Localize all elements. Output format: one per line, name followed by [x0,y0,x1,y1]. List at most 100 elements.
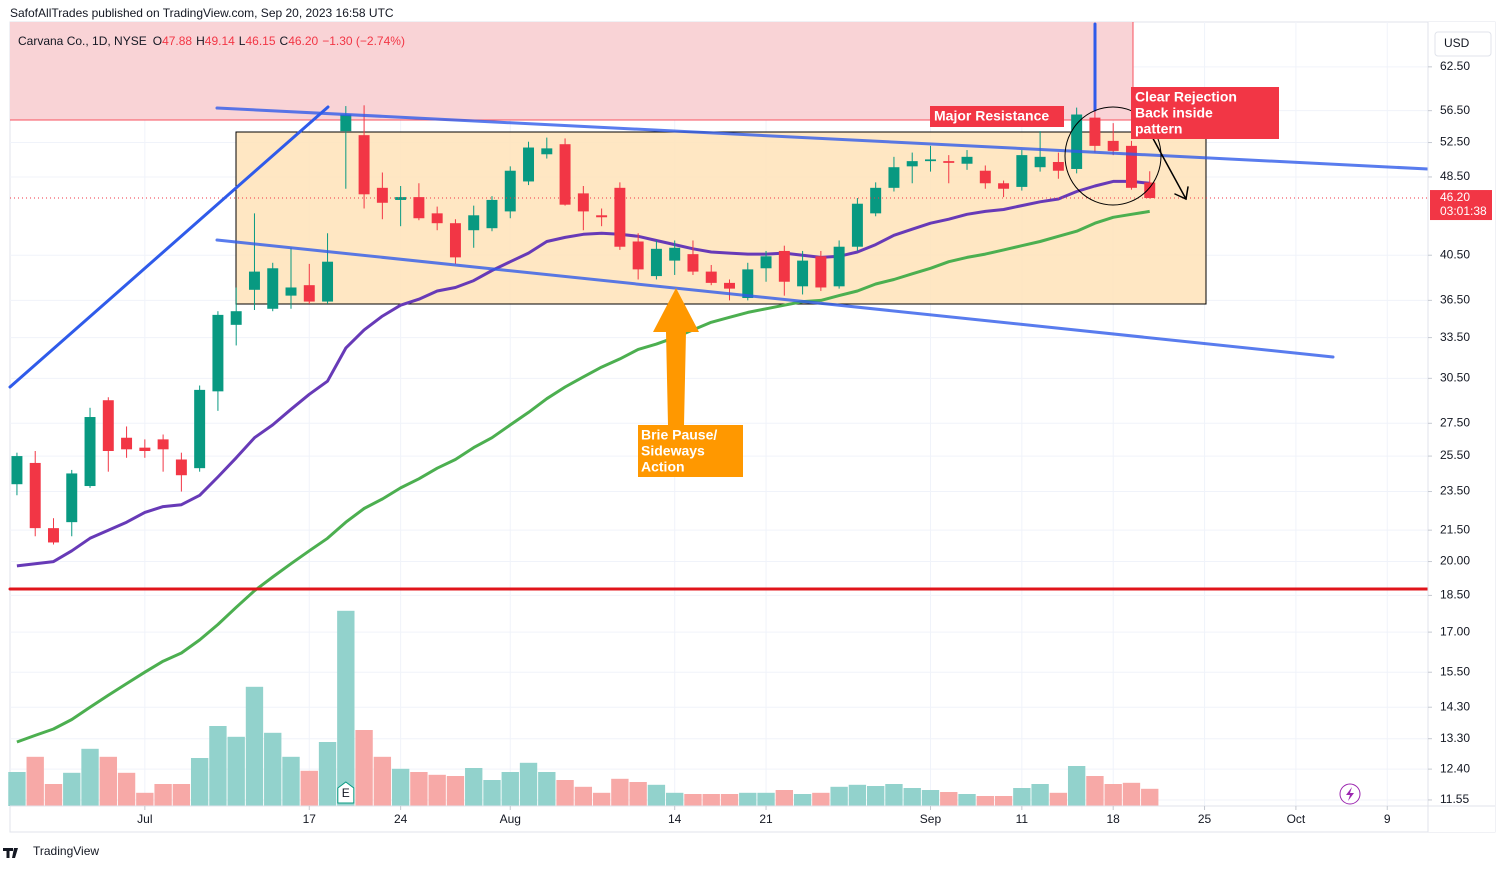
ohlc-value: 47.88 [162,34,192,48]
candle-body [395,197,407,200]
x-tick-label: 21 [759,812,773,826]
candle-body [833,246,845,287]
volume-bar [921,790,940,806]
candle-body [230,311,242,325]
x-tick-label: 14 [668,812,682,826]
volume-bar [483,780,501,806]
annotation: Sideways [641,443,705,459]
candle-body [1034,156,1046,168]
moving-average [16,179,1150,568]
y-tick-label: 36.50 [1440,293,1470,307]
annotation: Brie Pause/ [641,427,717,443]
trendline [215,106,1430,171]
y-tick-label: 52.50 [1440,135,1470,149]
volume-bar [1031,784,1049,806]
candle-body [322,261,334,302]
y-tick-label: 18.50 [1440,588,1470,602]
volume-bar [318,742,337,806]
currency-box[interactable] [1434,31,1492,57]
candle-body [285,287,297,296]
candle-body [468,215,480,231]
candle-body [486,199,498,229]
candle-body [248,271,260,290]
footer: TradingView [33,844,99,858]
x-tick-label: 17 [303,812,317,826]
annotation: Back inside [1135,105,1213,121]
candle-body [998,183,1010,189]
volume-bar [26,756,44,806]
candle-body [797,260,809,287]
y-tick-label: 40.50 [1440,247,1470,261]
candle-body [139,447,151,451]
y-tick-label: 48.50 [1440,169,1470,183]
volume-bar [775,790,793,806]
resistance-zone [10,22,1133,120]
volume-bar [63,772,81,806]
candle-body [413,197,425,219]
candle-body [303,285,315,302]
candle-body [687,254,699,272]
ohlc-label: H [196,34,205,48]
candle-body [340,114,352,132]
candle-body [961,156,973,164]
price-axis [1428,22,1495,832]
ohlc-value: 49.14 [205,34,235,48]
earnings-label: E [342,786,350,800]
y-tick-label: 33.50 [1440,330,1470,344]
x-tick-label: 18 [1107,812,1121,826]
volume-bar [373,756,392,806]
volume-bar [227,736,245,806]
candle-body [888,167,900,188]
volume-bar [209,726,227,806]
candle-body [1125,145,1137,188]
note-box [638,425,743,477]
volume-bar [136,792,154,806]
candle-body [523,147,535,182]
ohlc-label: C [280,34,289,48]
volume-bar [190,758,209,806]
volume-bar [1067,766,1086,806]
candle-body [906,161,918,167]
x-tick-label: Jul [137,812,152,826]
candle-body [29,462,41,529]
volume-bar [282,756,300,806]
y-tick-label: 21.50 [1440,522,1470,536]
y-tick-label: 11.55 [1440,792,1469,806]
volume-bar [117,772,136,806]
candle-body [943,161,955,163]
volume-bar [355,730,373,806]
volume-bar [830,786,848,806]
x-tick-label: Oct [1287,812,1306,826]
y-tick-label: 56.50 [1440,103,1470,117]
logo [3,848,18,858]
volume-bar [501,772,519,806]
candle-body [559,144,571,205]
candle-body [84,417,96,487]
symbol: Carvana Co., 1D, NYSE [18,34,147,48]
y-tick-label: 27.50 [1440,415,1470,429]
volume-bar [866,786,885,806]
candle-body [669,247,681,261]
candle-body [1107,140,1119,151]
volume-bar [81,748,99,806]
note-box [930,106,1064,127]
moving-average [16,209,1150,744]
y-tick-label: 23.50 [1440,484,1470,498]
candle-body [1071,114,1083,169]
candle-body [66,473,78,523]
volume-bar [44,784,63,806]
volume-bar [1086,776,1104,806]
candle-body [742,269,754,298]
volume-bar [446,776,465,806]
volume-bar [556,780,574,806]
candle-body [851,203,863,247]
candle-body [267,268,279,309]
volume-bar [1049,792,1068,806]
x-tick-label: Sep [920,812,942,826]
arrow [653,288,699,425]
y-tick-label: 15.50 [1440,664,1470,678]
volume-bar [1141,788,1159,806]
currency: USD [1444,36,1470,50]
candle-body [815,256,827,288]
volume-bar [428,774,446,806]
